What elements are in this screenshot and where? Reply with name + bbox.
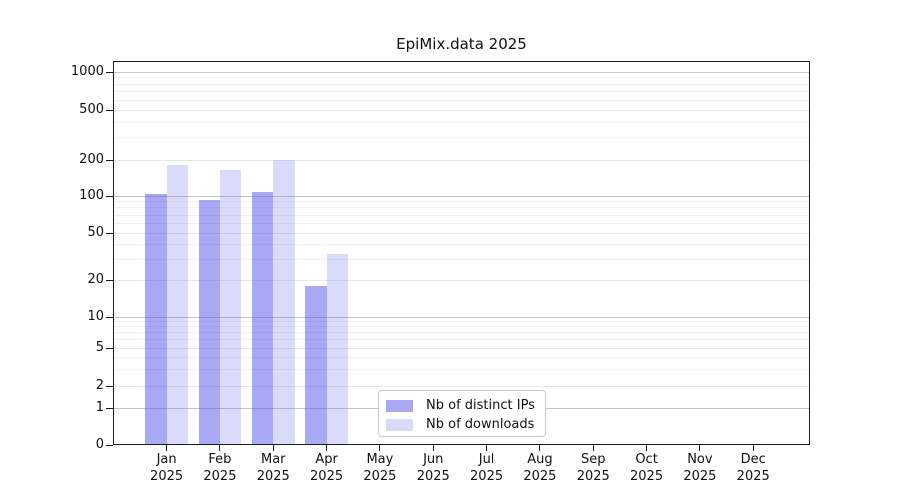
y-minor-gridline [113,356,810,358]
chart-title: EpiMix.data 2025 [396,35,527,53]
y-gridline [113,385,810,387]
x-tick-mark [699,445,701,451]
legend-label-distinct-ips: Nb of distinct IPs [426,398,535,413]
y-tick-label: 100 [79,188,104,203]
y-tick-label: 10 [87,309,104,324]
y-minor-gridline [113,368,810,370]
x-tick-label: Sep 2025 [576,452,610,484]
x-tick-label: Feb 2025 [203,452,237,484]
y-tick-mark [106,407,113,409]
y-tick-label: 20 [87,272,104,287]
y-tick-mark [106,347,113,349]
x-tick-mark [272,445,274,451]
y-minor-gridline [113,243,810,245]
bar-downloads [166,165,188,445]
legend-item-downloads: Nb of downloads [386,415,537,434]
x-tick-mark [486,445,488,451]
y-gridline [113,232,810,234]
y-tick-label: 2 [95,378,104,393]
y-gridline [113,71,810,73]
y-gridline [113,316,810,318]
y-tick-label: 1 [95,400,104,415]
x-tick-label: Aug 2025 [523,452,557,484]
y-tick-mark [106,232,113,234]
y-minor-gridline [113,258,810,260]
y-minor-gridline [113,326,810,328]
y-tick-mark [106,109,113,111]
y-minor-gridline [113,332,810,334]
x-tick-label: Apr 2025 [310,452,344,484]
y-tick-mark [106,71,113,73]
bar-downloads [273,160,295,445]
y-gridline [113,347,810,349]
x-tick-mark [379,445,381,451]
y-gridline [113,195,810,197]
x-tick-mark [539,445,541,451]
x-tick-label: Mar 2025 [256,452,290,484]
y-tick-label: 500 [79,102,104,117]
y-minor-gridline [113,137,810,139]
y-minor-gridline [113,83,810,85]
y-tick-mark [106,444,113,446]
y-minor-gridline [113,339,810,341]
x-tick-mark [752,445,754,451]
y-gridline [113,279,810,281]
y-minor-gridline [113,99,810,101]
x-tick-mark [219,445,221,451]
y-minor-gridline [113,321,810,323]
legend-item-distinct-ips: Nb of distinct IPs [386,396,537,415]
x-tick-label: Oct 2025 [630,452,664,484]
x-tick-label: Jan 2025 [150,452,184,484]
bar-distinct-ips [305,285,327,445]
y-minor-gridline [113,77,810,79]
x-tick-label: Nov 2025 [683,452,717,484]
x-tick-label: May 2025 [363,452,397,484]
bar-downloads [219,169,242,445]
legend-swatch-downloads [386,418,413,431]
x-tick-label: Dec 2025 [736,452,770,484]
x-tick-label: Jul 2025 [470,452,504,484]
y-tick-mark [106,279,113,281]
x-tick-mark [166,445,168,451]
legend-label-downloads: Nb of downloads [426,417,535,432]
y-minor-gridline [113,121,810,123]
y-tick-label: 0 [95,437,104,452]
y-minor-gridline [113,222,810,224]
y-minor-gridline [113,201,810,203]
y-tick-mark [106,316,113,318]
x-tick-mark [592,445,594,451]
y-tick-label: 5 [95,340,104,355]
y-tick-mark [106,159,113,161]
bar-distinct-ips [145,194,167,445]
y-minor-gridline [113,91,810,93]
y-minor-gridline [113,207,810,209]
legend-swatch-distinct-ips [386,399,413,412]
x-tick-label: Jun 2025 [416,452,450,484]
y-minor-gridline [113,214,810,216]
bar-distinct-ips [198,199,220,445]
y-gridline [113,109,810,111]
x-tick-mark [646,445,648,451]
bar-distinct-ips [251,192,274,445]
x-tick-mark [432,445,434,451]
y-tick-mark [106,385,113,387]
legend: Nb of distinct IPs Nb of downloads [378,390,546,437]
y-tick-label: 1000 [70,64,104,79]
bar-downloads [326,254,348,445]
y-tick-label: 50 [87,225,104,240]
y-gridline [113,159,810,161]
x-tick-mark [326,445,328,451]
y-tick-mark [106,195,113,197]
y-tick-label: 200 [79,152,104,167]
